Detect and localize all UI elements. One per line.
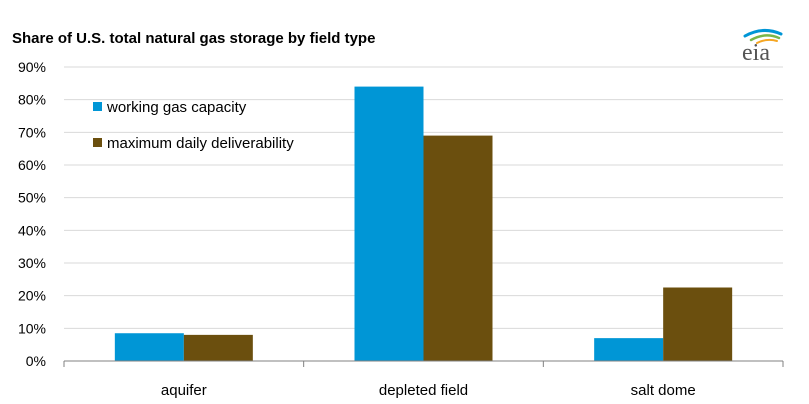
- y-tick-label: 0%: [26, 353, 46, 369]
- bar-working-gas-capacity-salt-dome: [594, 338, 664, 361]
- bar-working-gas-capacity-depleted-field: [354, 86, 424, 361]
- y-tick-label: 50%: [18, 190, 46, 206]
- y-tick-label: 60%: [18, 157, 46, 173]
- eia-logo: eia: [742, 29, 783, 64]
- y-axis-tick-labels: 0% 10% 20% 30% 40% 50% 60% 70% 80% 90%: [18, 59, 46, 369]
- bar-max-daily-deliverability-depleted-field: [423, 135, 493, 361]
- x-axis-category-labels: aquifer depleted field salt dome: [161, 382, 696, 399]
- x-category-label: depleted field: [379, 382, 468, 399]
- legend-swatch: [93, 138, 102, 147]
- legend: working gas capacity maximum daily delive…: [93, 99, 294, 152]
- legend-swatch: [93, 102, 102, 111]
- y-tick-label: 40%: [18, 222, 46, 238]
- bar-max-daily-deliverability-aquifer: [183, 334, 253, 361]
- y-tick-label: 90%: [18, 59, 46, 75]
- bars: [114, 86, 733, 361]
- legend-label: maximum daily deliverability: [107, 135, 294, 152]
- x-category-label: salt dome: [631, 382, 696, 399]
- y-tick-label: 10%: [18, 320, 46, 336]
- logo-swoosh: [743, 29, 783, 44]
- y-tick-label: 80%: [18, 92, 46, 108]
- logo-text: eia: [742, 40, 770, 64]
- legend-label: working gas capacity: [106, 99, 247, 116]
- bar-working-gas-capacity-aquifer: [114, 333, 184, 361]
- chart-title: Share of U.S. total natural gas storage …: [12, 30, 376, 47]
- y-tick-label: 20%: [18, 288, 46, 304]
- y-tick-label: 30%: [18, 255, 46, 271]
- x-axis: [63, 360, 784, 367]
- bar-max-daily-deliverability-salt-dome: [663, 287, 733, 361]
- y-tick-label: 70%: [18, 124, 46, 140]
- x-category-label: aquifer: [161, 382, 207, 399]
